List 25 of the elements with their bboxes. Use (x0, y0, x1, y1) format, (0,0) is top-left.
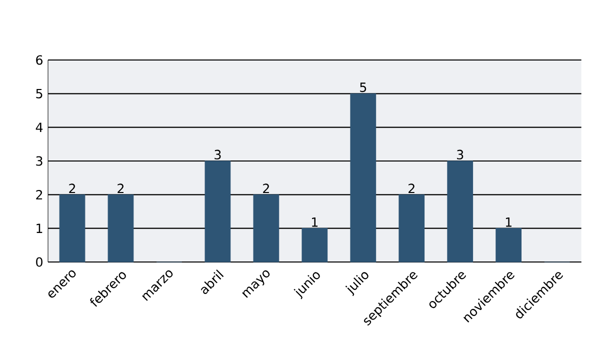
bar (447, 160, 474, 262)
bar (496, 228, 522, 262)
y-tick-label: 2 (36, 190, 42, 200)
y-tick-label: 4 (36, 122, 43, 132)
y-tick-label: 1 (36, 224, 42, 233)
data-label: 2 (263, 184, 269, 194)
data-label: 2 (408, 184, 414, 194)
data-label: 2 (118, 184, 124, 194)
y-tick-label: 5 (36, 88, 42, 98)
bar (204, 160, 231, 262)
bar (350, 93, 376, 262)
y-tick-label: 6 (36, 55, 42, 65)
data-label: 3 (457, 150, 464, 160)
data-label: 1 (506, 217, 512, 227)
data-label: 2 (69, 184, 76, 194)
bar (59, 194, 86, 262)
bar (398, 194, 425, 262)
y-tick-label: 3 (36, 156, 42, 166)
data-label: 5 (360, 82, 366, 92)
y-tick-label: 0 (36, 257, 42, 267)
data-label: 1 (312, 217, 318, 227)
bar (302, 228, 328, 262)
bar (253, 194, 280, 262)
bar (108, 194, 134, 262)
data-label: 3 (214, 150, 221, 160)
